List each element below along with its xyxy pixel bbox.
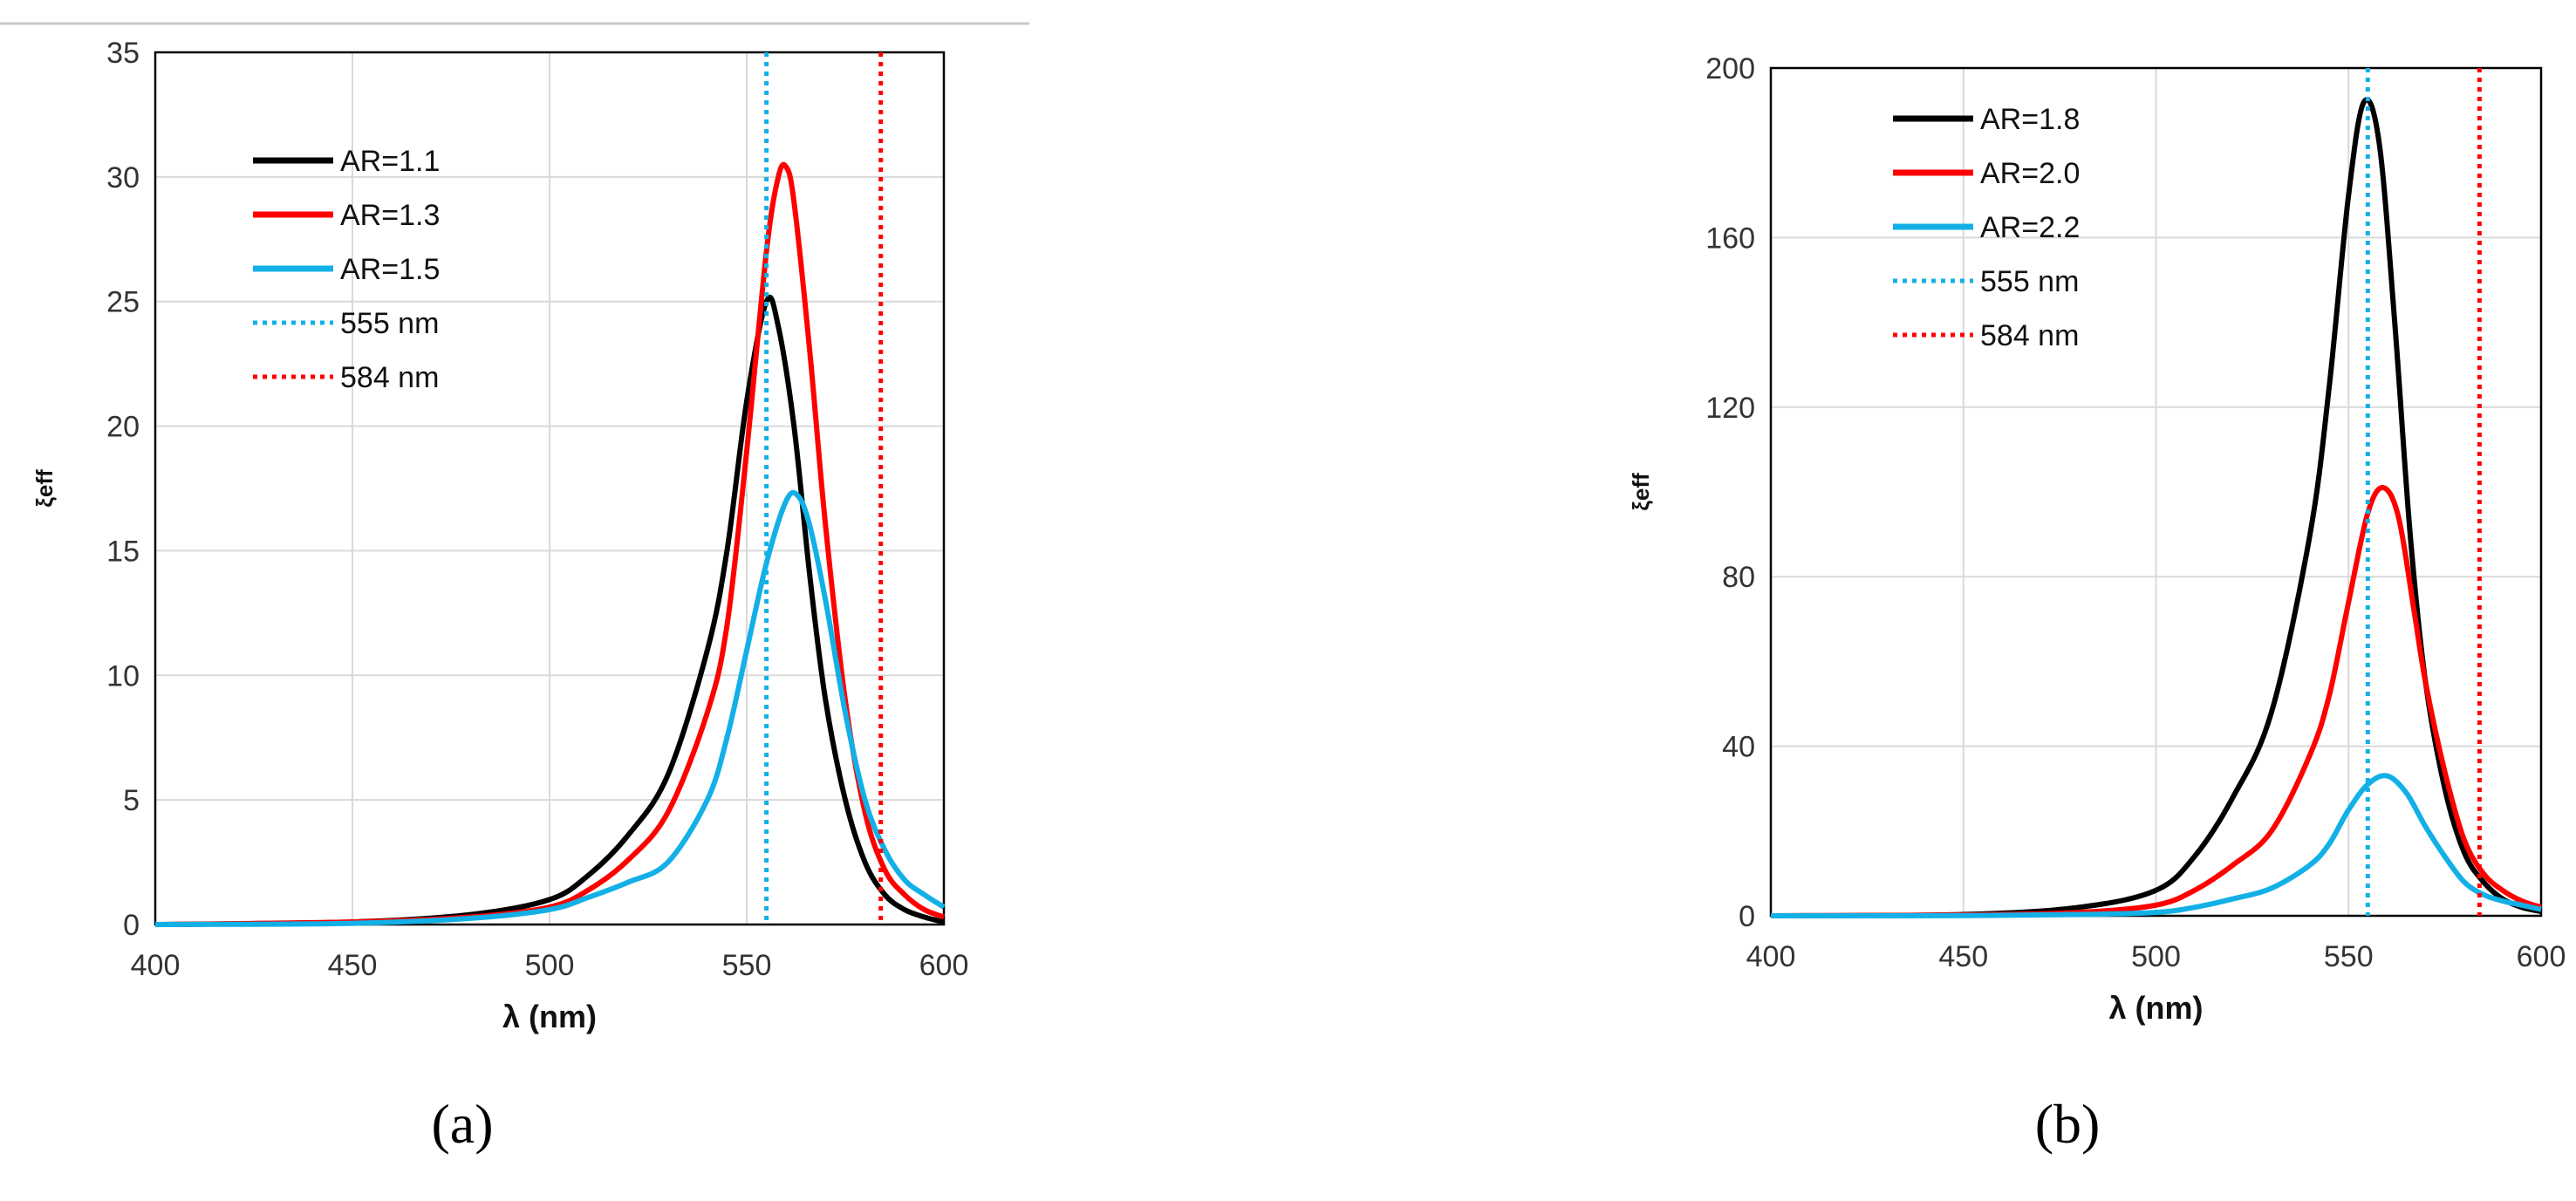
panel-a-y-tick-label: 5 [123,784,140,817]
panel-b-grid [1769,66,2543,918]
panel-b-legend: AR=1.8 AR=2.0 AR=2.2 555 nm 584 nm [1893,103,2080,352]
panel-b-plot-frame [1769,66,2543,918]
panel-a-y-tick-label: 25 [106,286,140,319]
panel-a-series-line [154,489,946,927]
panel-b-legend-label: 555 nm [1980,265,2079,298]
panel-a-plot-frame [154,51,946,926]
panel-a-x-tick-label: 500 [525,949,575,982]
panel-b-series-line [1770,485,2542,918]
panel-a-y-tick-label: 35 [106,37,140,70]
panel-a-series [154,52,946,927]
panel-b-legend-label: AR=2.0 [1980,157,2080,190]
panel-b-y-tick-label: 120 [1705,392,1755,425]
panel-a-y-axis-title: ξeff [31,469,58,508]
panel-a-legend-label: AR=1.3 [340,199,440,232]
panel-b-legend-label: AR=1.8 [1980,103,2080,136]
panel-b-legend-label: 584 nm [1980,319,2079,352]
panel-a-legend-label: AR=1.5 [340,253,440,286]
panel-a-legend-label: 584 nm [340,361,439,394]
panel-b-x-tick-label: 550 [2324,940,2374,973]
panel-a-y-tick-label: 15 [106,535,140,568]
panel-a-x-tick-label: 450 [328,949,378,982]
panel-b-series [1770,68,2542,918]
panel-b-ticks: 0 40 80 120 160 200 400 450 500 550 600 [1705,52,2566,973]
panel-b-series-line [1770,97,2542,918]
panel-a-grid [154,51,946,926]
panel-b-y-tick-label: 160 [1705,222,1755,255]
panel-a-ticks: 0 5 10 15 20 25 30 35 400 450 500 550 600 [106,37,968,982]
panel-b-x-tick-label: 500 [2131,940,2181,973]
panel-a-x-axis-title: λ (nm) [502,999,597,1034]
panel-b-y-axis-title: ξeff [1628,473,1654,511]
panel-a-x-tick-label: 600 [919,949,969,982]
panel-b-y-tick-label: 80 [1722,561,1755,594]
panel-a-x-tick-label: 400 [131,949,181,982]
panel-b-x-tick-label: 400 [1746,940,1796,973]
panel-a-legend: AR=1.1 AR=1.3 AR=1.5 555 nm 584 nm [253,145,440,394]
panel-a-legend-label: 555 nm [340,307,439,340]
panel-b-legend-label: AR=2.2 [1980,211,2080,244]
panel-a-y-tick-label: 20 [106,411,140,444]
panel-a-x-tick-label: 550 [722,949,772,982]
panel-a-label: (a) [431,1093,493,1155]
panel-b-series-line [1770,773,2542,918]
panel-b-x-axis-title: λ (nm) [2109,990,2204,1026]
panel-b-x-tick-label: 600 [2517,940,2566,973]
panel-a-y-tick-label: 0 [123,909,140,942]
panel-b-y-tick-label: 40 [1722,731,1755,764]
panel-a-legend-label: AR=1.1 [340,145,440,178]
panel-b-x-tick-label: 450 [1938,940,1988,973]
panel-b-label: (b) [2035,1093,2101,1155]
panel-b-y-tick-label: 0 [1739,900,1755,933]
panel-b-y-tick-label: 200 [1705,52,1755,85]
panel-a: 0 5 10 15 20 25 30 35 400 450 500 550 600 λ (nm) ξef… [31,37,968,1155]
panel-a-y-tick-label: 10 [106,659,140,693]
panel-b: 0 40 80 120 160 200 400 450 500 550 600 λ (nm) ξef… [1628,52,2566,1155]
panel-a-y-tick-label: 30 [106,161,140,194]
